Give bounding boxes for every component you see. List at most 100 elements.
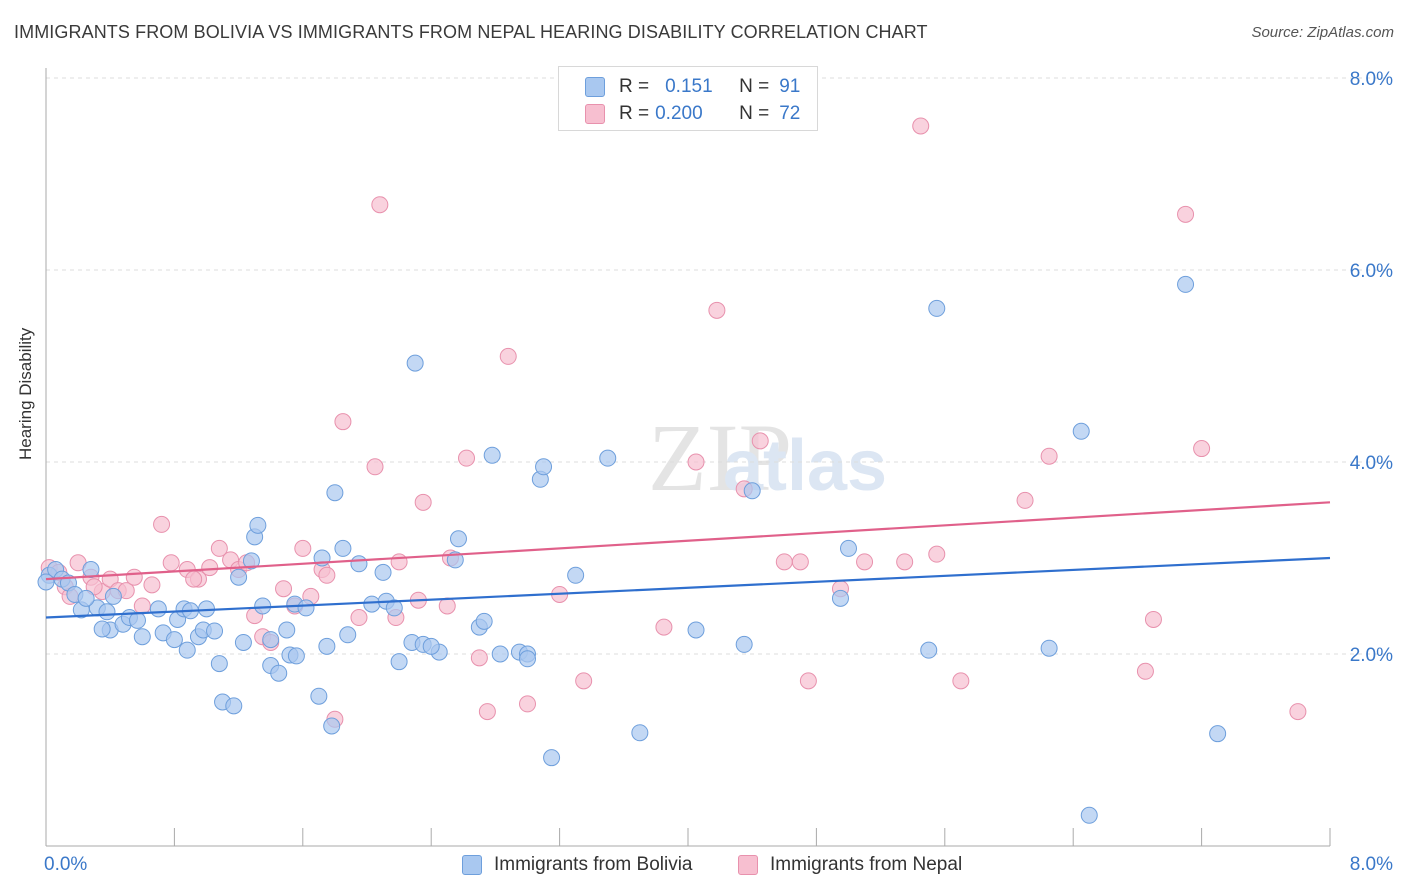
correlation-legend: R = 0.151 N = 91 R = 0.200 N = 72 — [558, 66, 818, 131]
bolivia-point — [230, 568, 248, 586]
nepal-point — [210, 539, 228, 557]
nepal-point — [458, 449, 476, 467]
nepal-point — [708, 301, 726, 319]
legend-r-label: R = — [619, 103, 650, 124]
bottom-legend-label-nepal: Immigrants from Nepal — [770, 854, 963, 875]
nepal-point — [1289, 703, 1307, 721]
nepal-point — [1136, 662, 1154, 680]
bolivia-point — [242, 552, 260, 570]
watermark-zip: ZIP — [648, 404, 792, 511]
bottom-legend-swatch-bolivia — [462, 855, 482, 875]
nepal-point — [928, 545, 946, 563]
bolivia-point — [206, 622, 224, 640]
bolivia-point — [831, 589, 849, 607]
nepal-point — [390, 553, 408, 571]
bolivia-point — [225, 697, 243, 715]
legend-row-bolivia: R = 0.151 N = 91 — [585, 75, 800, 99]
bolivia-point — [406, 354, 424, 372]
nepal-point — [350, 609, 368, 627]
bolivia-point — [77, 589, 95, 607]
bolivia-point — [339, 626, 357, 644]
bolivia-point — [687, 621, 705, 639]
bolivia-point — [1040, 639, 1058, 657]
legend-swatch-nepal — [585, 104, 605, 124]
nepal-point — [751, 432, 769, 450]
bolivia-point — [535, 458, 553, 476]
bolivia-point — [483, 446, 501, 464]
bolivia-point — [262, 631, 280, 649]
bolivia-point — [735, 635, 753, 653]
bolivia-point — [350, 555, 368, 573]
nepal-point — [1144, 610, 1162, 628]
bolivia-point — [270, 664, 288, 682]
source-label: Source: ZipAtlas.com — [1251, 24, 1394, 41]
bolivia-point — [390, 653, 408, 671]
bolivia-point — [743, 482, 761, 500]
nepal-point — [143, 576, 161, 594]
bolivia-point — [491, 645, 509, 663]
bolivia-point — [210, 655, 228, 673]
nepal-point — [499, 347, 517, 365]
nepal-point — [896, 553, 914, 571]
y-axis-label: Hearing Disability — [16, 327, 35, 460]
bolivia-point — [254, 597, 272, 615]
bolivia-point — [920, 641, 938, 659]
nepal-point — [162, 554, 180, 572]
bolivia-point — [567, 566, 585, 584]
x-tick-label-min: 0.0% — [44, 854, 87, 875]
nepal-point — [438, 597, 456, 615]
nepal-point — [856, 553, 874, 571]
bolivia-point — [234, 633, 252, 651]
legend-r-label: R = — [619, 76, 650, 97]
bolivia-point — [326, 484, 344, 502]
nepal-point — [414, 493, 432, 511]
nepal-point — [371, 196, 389, 214]
nepal-point — [334, 413, 352, 431]
bolivia-point — [278, 621, 296, 639]
nepal-point — [799, 672, 817, 690]
chart-title: IMMIGRANTS FROM BOLIVIA VS IMMIGRANTS FR… — [14, 22, 928, 42]
nepal-point — [125, 568, 143, 586]
bolivia-point — [1209, 725, 1227, 743]
nepal-point — [791, 553, 809, 571]
nepal-point — [952, 672, 970, 690]
nepal-point — [318, 566, 336, 584]
legend-n-label: N = — [739, 76, 770, 97]
bolivia-point — [133, 628, 151, 646]
bottom-legend-nepal: Immigrants from Nepal — [738, 852, 962, 878]
legend-n-label: N = — [739, 103, 770, 124]
nepal-point — [470, 649, 488, 667]
bolivia-point — [1072, 422, 1090, 440]
bolivia-point — [385, 599, 403, 617]
bolivia-point — [334, 539, 352, 557]
bolivia-point — [599, 449, 617, 467]
y-tick-label: 4.0% — [1350, 453, 1393, 474]
nepal-point — [912, 117, 930, 135]
bolivia-point — [149, 600, 167, 618]
bolivia-point — [840, 539, 857, 557]
nepal-point — [153, 515, 171, 533]
bolivia-point — [1080, 806, 1098, 824]
bolivia-point — [928, 299, 946, 317]
nepal-point — [294, 539, 312, 557]
y-tick-label: 2.0% — [1350, 645, 1393, 666]
nepal-point — [1040, 447, 1058, 465]
tick-labels: 2.0% 4.0% 6.0% 8.0% 0.0% 8.0% — [44, 69, 1393, 875]
bolivia-point — [1177, 275, 1195, 293]
bottom-legend-swatch-nepal — [738, 855, 758, 875]
x-tick-label-max: 8.0% — [1350, 854, 1393, 875]
bolivia-point — [543, 749, 561, 767]
bolivia-point — [165, 631, 183, 649]
bolivia-point — [287, 647, 305, 665]
nepal-point — [1193, 440, 1211, 458]
bolivia-point — [631, 724, 649, 742]
bolivia-point — [363, 595, 381, 613]
bolivia-point — [128, 611, 146, 629]
bolivia-point — [178, 641, 196, 659]
nepal-point — [201, 559, 219, 577]
bolivia-points — [37, 275, 1227, 824]
nepal-point — [275, 580, 293, 598]
nepal-point — [185, 570, 203, 588]
bolivia-point — [449, 530, 467, 548]
